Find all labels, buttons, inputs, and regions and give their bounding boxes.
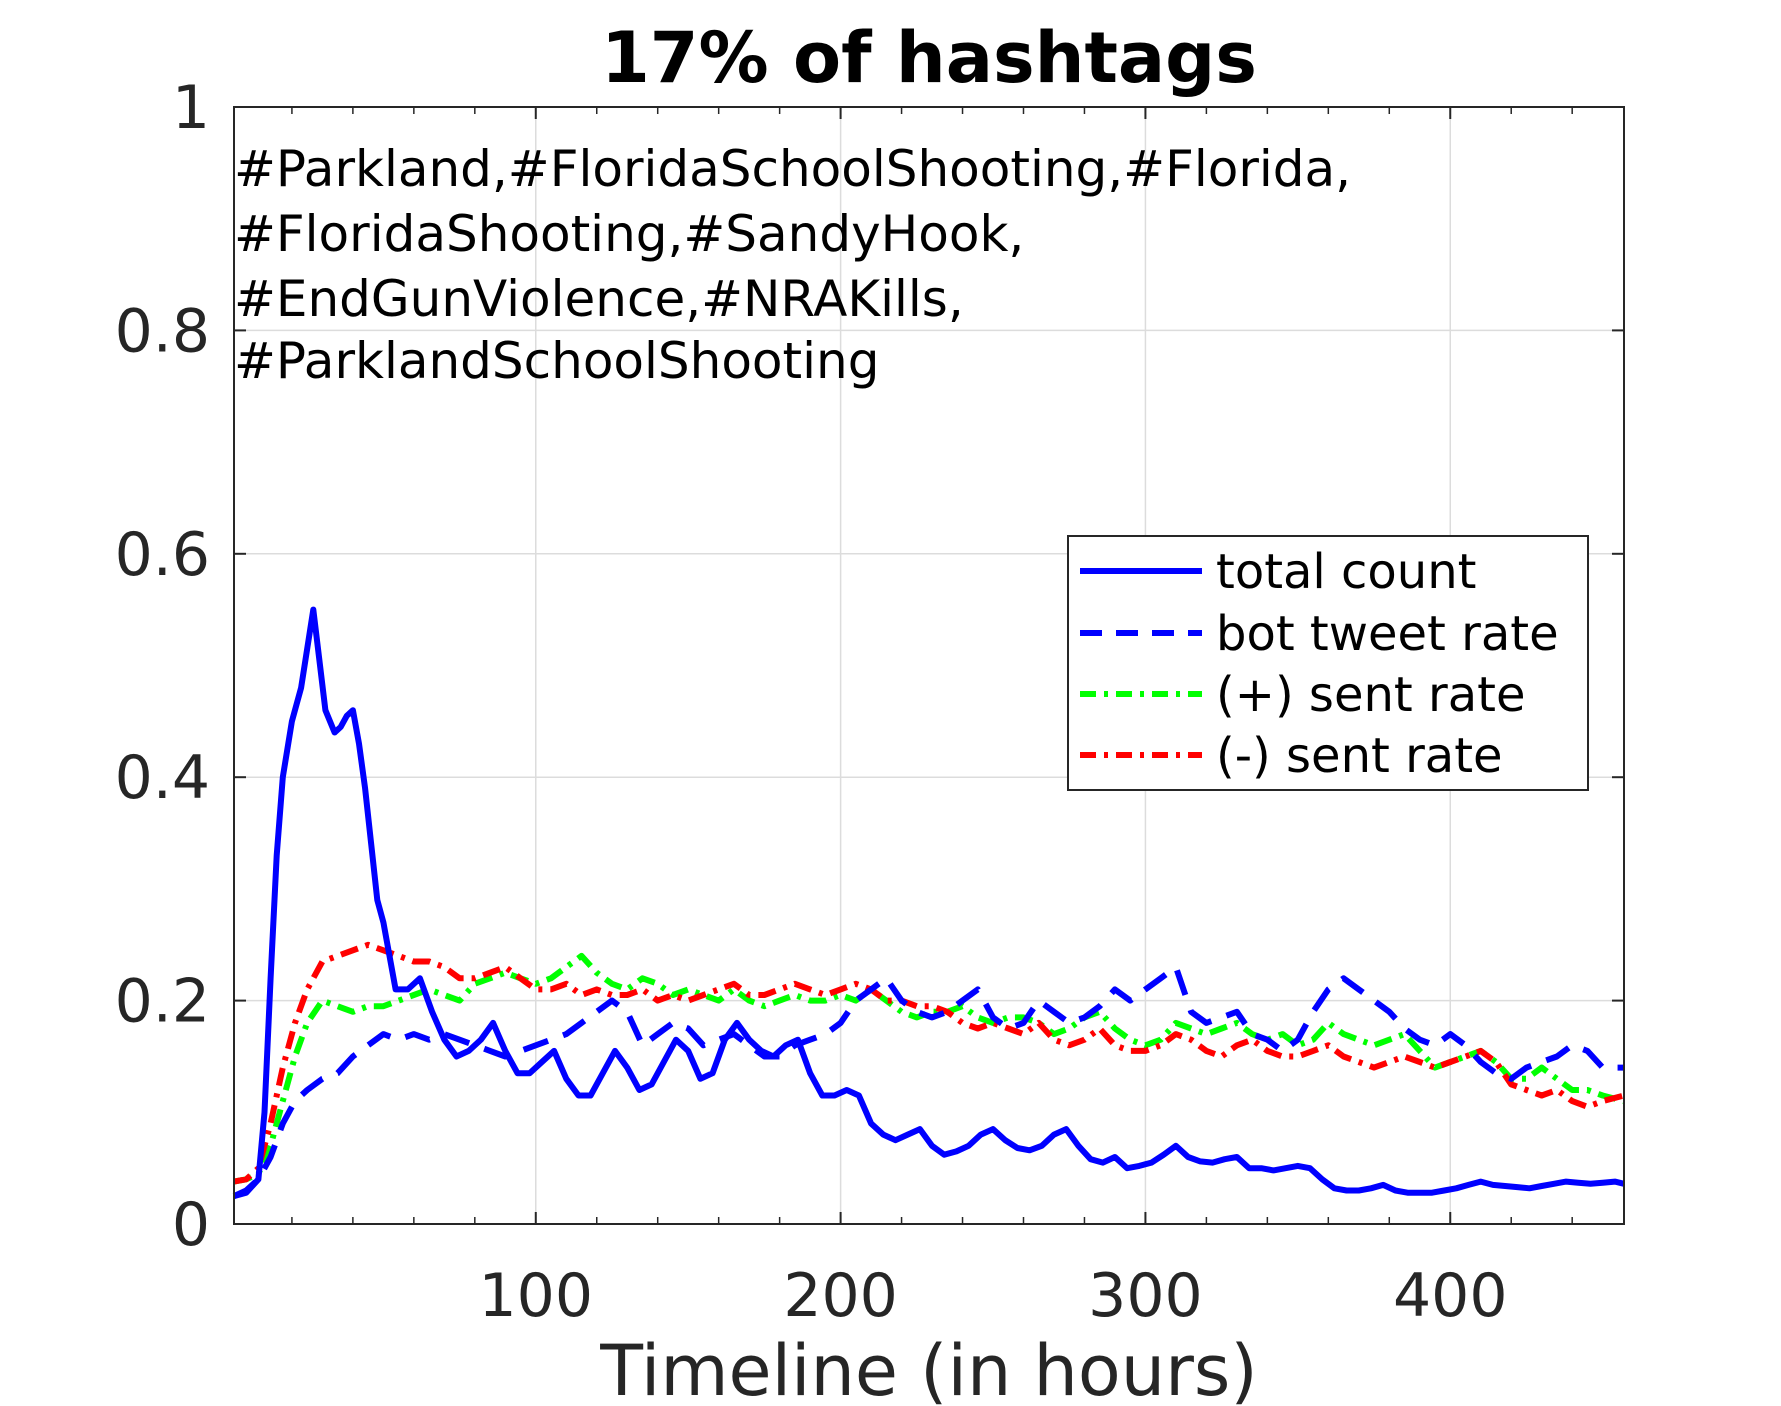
legend-box [1067,535,1589,791]
annotation-line: #FloridaShooting,#SandyHook, [234,205,1024,263]
y-tick-label: 0.8 [115,296,210,366]
y-tick-label: 0.6 [115,520,210,590]
x-tick-label: 100 [479,1261,594,1331]
x-axis-label: Timeline (in hours) [599,1330,1257,1406]
x-tick-label: 300 [1088,1261,1203,1331]
series-layer [232,606,1625,1199]
y-tick-label: 0.2 [115,967,210,1037]
series-line-sent-rate [233,952,1625,1185]
ticks [234,106,1624,1225]
y-tick-label: 0.4 [115,743,210,813]
y-tick-label: 0 [172,1190,210,1260]
series-line-sent-rate [233,941,1625,1185]
annotation-line: #ParklandSchoolShooting [234,332,879,390]
x-tick-label: 400 [1393,1261,1508,1331]
legend-label: total count [1216,544,1476,600]
legend: total count bot tweet rate (+) sent rate… [1067,535,1589,791]
y-tick-label: 1 [172,73,210,143]
tick-labels: 100 200 300 400 0 0.2 0.4 0.6 0.8 1 [115,73,1508,1331]
legend-label: (-) sent rate [1216,728,1503,784]
legend-label: bot tweet rate [1216,606,1559,662]
annotation-line: #EndGunViolence,#NRAKills, [234,270,964,328]
series-line-bot-tweet-rate [232,964,1624,1199]
series-line-total-count [233,606,1625,1199]
plot-frame [233,106,1625,1225]
hashtag-annotation: #Parkland,#FloridaSchoolShooting,#Florid… [234,140,1351,390]
chart-title: 17% of hashtags [601,17,1257,99]
legend-label: (+) sent rate [1216,667,1525,723]
x-tick-label: 200 [783,1261,898,1331]
annotation-line: #Parkland,#FloridaSchoolShooting,#Florid… [234,140,1351,198]
